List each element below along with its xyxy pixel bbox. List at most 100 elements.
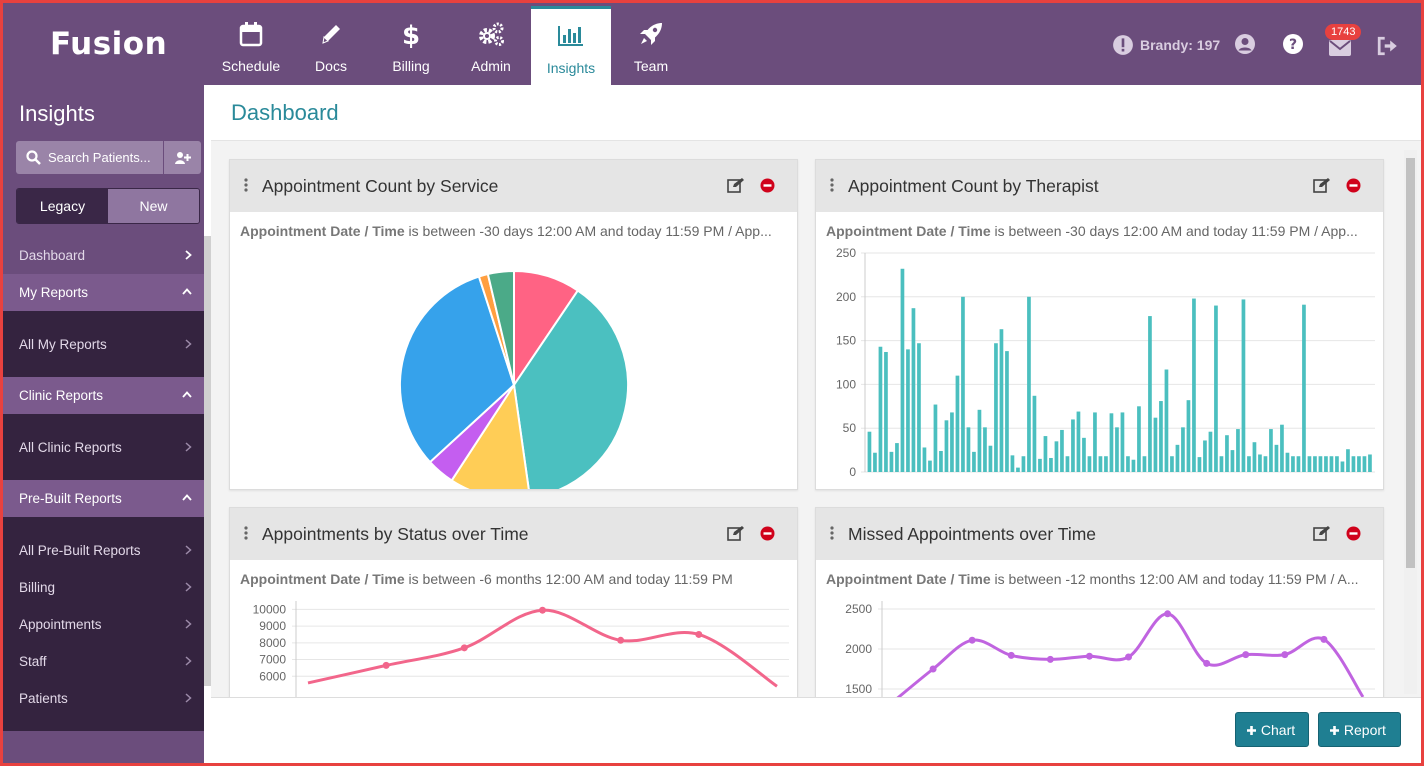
- y-tick-label: 6000: [259, 669, 286, 683]
- data-point: [460, 644, 468, 652]
- content-scrollbar[interactable]: [1404, 150, 1417, 694]
- series-line: [307, 608, 778, 688]
- bar: [1362, 456, 1367, 472]
- remove-icon[interactable]: [760, 526, 775, 541]
- sidebar-item-label: All Pre-Built Reports: [19, 543, 141, 558]
- bar: [878, 346, 883, 472]
- help-icon[interactable]: ?: [1282, 33, 1304, 55]
- sidebar-item-all-clinic-reports[interactable]: All Clinic Reports: [3, 429, 204, 466]
- edit-icon[interactable]: [727, 177, 745, 193]
- svg-text:$: $: [402, 21, 420, 49]
- search-patients-input[interactable]: Search Patients...: [16, 141, 163, 174]
- sidebar-item-label: Patients: [19, 691, 68, 706]
- chart-card-service: Appointment Count by Service Appointment…: [229, 159, 798, 490]
- user-points-label[interactable]: Brandy: 197: [1140, 37, 1221, 53]
- bar: [1258, 454, 1262, 472]
- edit-icon[interactable]: [727, 525, 745, 541]
- data-point: [1085, 652, 1093, 660]
- bar: [1164, 369, 1169, 472]
- sidebar-item-appointments[interactable]: Appointments: [3, 606, 204, 643]
- bar: [988, 445, 993, 472]
- bar: [895, 443, 899, 472]
- chart-card-missed: Missed Appointments over Time Appointmen…: [815, 507, 1384, 697]
- sidebar-section-prebuilt-reports[interactable]: Pre-Built Reports: [3, 480, 204, 517]
- bar: [999, 329, 1004, 472]
- sidebar-item-billing[interactable]: Billing: [3, 569, 204, 606]
- bar: [977, 409, 982, 472]
- chevron-right-icon: [185, 442, 192, 452]
- bar: [1335, 456, 1339, 472]
- search-placeholder: Search Patients...: [48, 150, 151, 165]
- bar: [1126, 456, 1130, 472]
- y-tick-label: 100: [836, 377, 856, 391]
- sidebar: Insights Search Patients... Legacy New D…: [3, 85, 204, 766]
- add-chart-button[interactable]: Chart: [1235, 712, 1309, 747]
- edit-icon[interactable]: [1313, 177, 1331, 193]
- service-pie-chart: [399, 269, 629, 489]
- calendar-icon: [239, 22, 263, 47]
- toggle-legacy-button[interactable]: Legacy: [17, 189, 108, 223]
- bar: [1098, 456, 1103, 472]
- bar: [1043, 436, 1048, 472]
- sidebar-item-staff[interactable]: Staff: [3, 643, 204, 680]
- bar: [922, 447, 927, 472]
- dashboard-content: Appointment Count by Service Appointment…: [211, 141, 1421, 697]
- app-logo[interactable]: Fusion: [50, 26, 168, 62]
- bar: [961, 296, 965, 472]
- drag-handle-icon[interactable]: [830, 526, 834, 540]
- sidebar-item-dashboard[interactable]: Dashboard: [3, 237, 204, 274]
- toggle-new-button[interactable]: New: [108, 189, 199, 223]
- bar: [889, 451, 894, 472]
- bar: [1291, 456, 1295, 472]
- drag-handle-icon[interactable]: [244, 178, 248, 192]
- bar: [1296, 456, 1301, 472]
- chevron-up-icon: [182, 391, 192, 398]
- logout-icon[interactable]: [1377, 35, 1399, 57]
- bar: [1236, 429, 1240, 472]
- card-header: Appointments by Status over Time: [230, 508, 797, 560]
- bar: [1197, 457, 1202, 472]
- bar: [972, 451, 976, 472]
- bar: [1351, 456, 1356, 472]
- sidebar-item-all-my-reports[interactable]: All My Reports: [3, 326, 204, 363]
- alert-icon[interactable]: [1112, 34, 1134, 56]
- chevron-right-icon: [185, 582, 192, 592]
- page-header: Dashboard: [211, 85, 1421, 141]
- edit-icon[interactable]: [1313, 525, 1331, 541]
- nav-tab-schedule[interactable]: Schedule: [211, 7, 291, 85]
- bar: [1054, 441, 1059, 472]
- sidebar-section-my-reports[interactable]: My Reports: [3, 274, 204, 311]
- bar: [928, 460, 932, 472]
- mail-icon[interactable]: [1329, 37, 1351, 59]
- bar: [1109, 413, 1114, 472]
- bar: [944, 420, 949, 472]
- remove-icon[interactable]: [760, 178, 775, 193]
- sidebar-scrollbar[interactable]: [204, 236, 211, 686]
- y-tick-label: 1500: [845, 682, 872, 696]
- sidebar-section-clinic-reports[interactable]: Clinic Reports: [3, 377, 204, 414]
- user-circle-icon[interactable]: [1234, 33, 1256, 55]
- nav-tab-billing[interactable]: $ Billing: [371, 7, 451, 85]
- bar: [1340, 461, 1345, 472]
- add-patient-button[interactable]: [164, 141, 201, 174]
- remove-icon[interactable]: [1346, 526, 1361, 541]
- bar: [1032, 395, 1037, 472]
- bar: [950, 412, 954, 472]
- nav-tab-team[interactable]: Team: [611, 7, 691, 85]
- bar: [1302, 304, 1306, 472]
- nav-tab-insights[interactable]: Insights: [531, 6, 611, 85]
- nav-tab-admin[interactable]: Admin: [451, 7, 531, 85]
- add-report-button[interactable]: Report: [1318, 712, 1401, 747]
- pencil-icon: [322, 25, 340, 44]
- scrollbar-thumb[interactable]: [1406, 158, 1415, 568]
- y-tick-label: 2500: [845, 602, 872, 616]
- sidebar-item-patients[interactable]: Patients: [3, 680, 204, 717]
- nav-tab-docs[interactable]: Docs: [291, 7, 371, 85]
- drag-handle-icon[interactable]: [244, 526, 248, 540]
- sidebar-item-all-prebuilt-reports[interactable]: All Pre-Built Reports: [3, 532, 204, 569]
- drag-handle-icon[interactable]: [830, 178, 834, 192]
- chart-card-therapist: Appointment Count by Therapist Appointme…: [815, 159, 1384, 490]
- bar: [1186, 400, 1191, 472]
- remove-icon[interactable]: [1346, 178, 1361, 193]
- dollar-icon: $: [402, 21, 420, 49]
